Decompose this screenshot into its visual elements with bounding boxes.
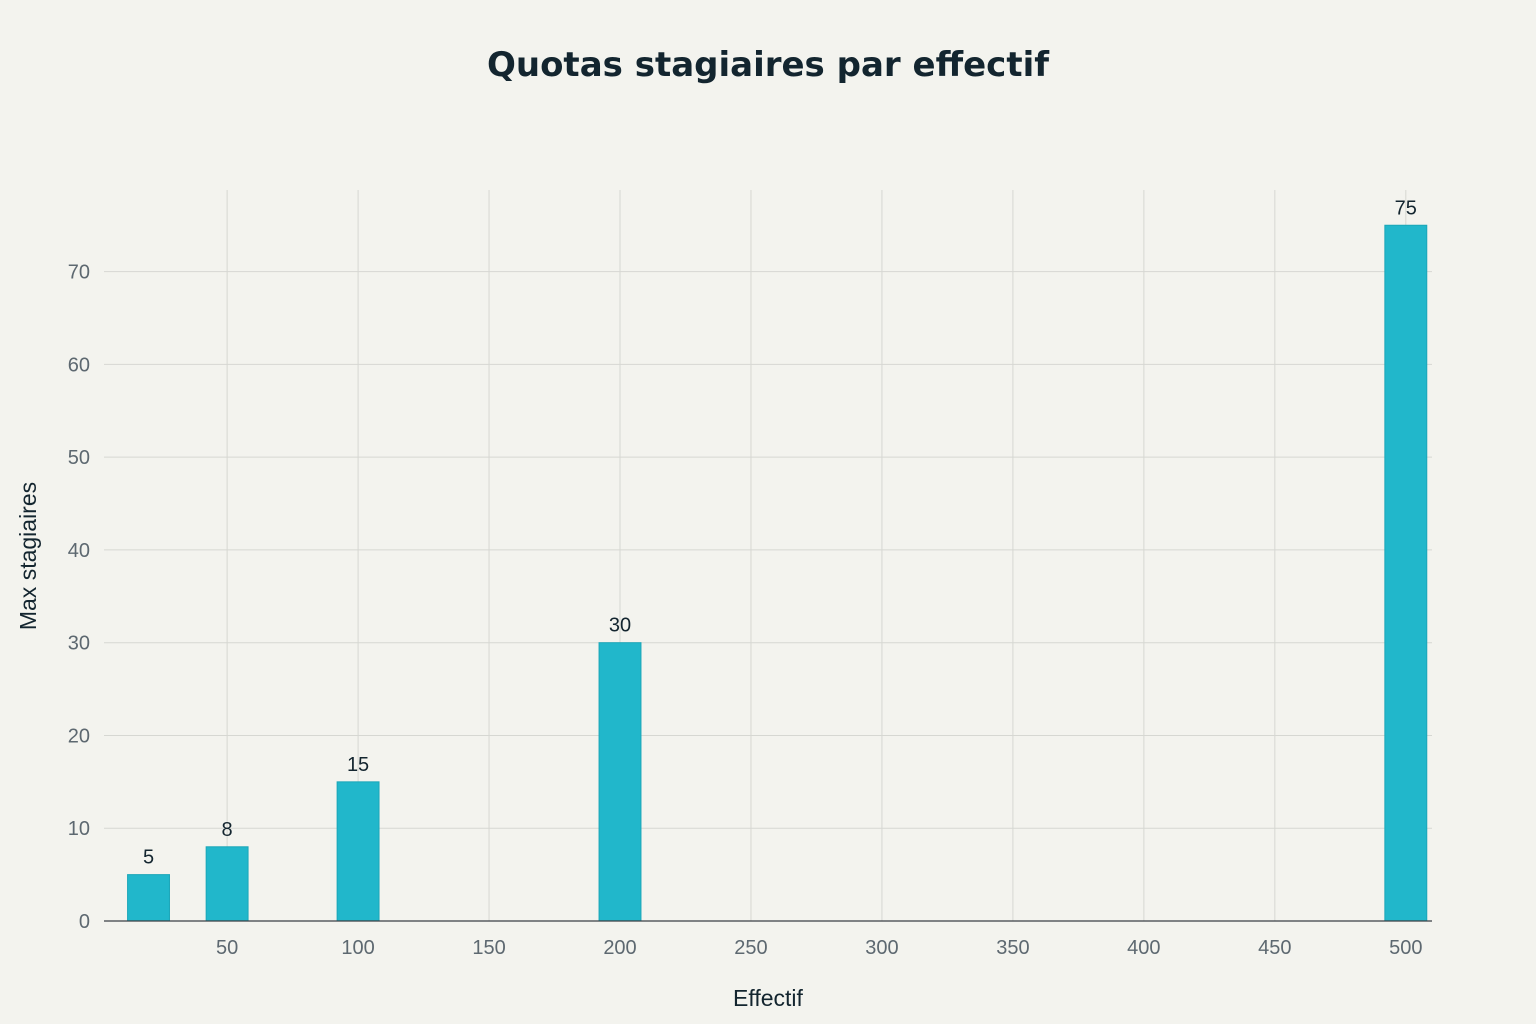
x-tick-label: 200 xyxy=(603,937,636,959)
x-tick-label: 500 xyxy=(1389,937,1422,959)
x-tick-label: 300 xyxy=(865,937,898,959)
y-tick-label: 10 xyxy=(68,818,90,840)
x-axis-label: Effectif xyxy=(733,985,803,1011)
bar-data-label: 15 xyxy=(347,754,369,776)
x-tick-label: 150 xyxy=(472,937,505,959)
y-tick-label: 30 xyxy=(68,633,90,655)
bar xyxy=(598,642,642,922)
chart-title: Quotas stagiaires par effectif xyxy=(487,45,1050,85)
bar-data-label: 8 xyxy=(222,819,233,841)
y-tick-label: 40 xyxy=(68,540,90,562)
y-tick-label: 70 xyxy=(68,262,90,284)
bar xyxy=(1384,224,1428,922)
bar-data-label: 75 xyxy=(1395,197,1417,219)
bar-data-label: 30 xyxy=(609,615,631,637)
x-tick-label: 350 xyxy=(996,937,1029,959)
y-tick-label: 20 xyxy=(68,725,90,747)
bar-layer xyxy=(127,224,1428,922)
y-tick-label: 0 xyxy=(79,911,90,933)
y-tick-label: 60 xyxy=(68,354,90,376)
label-layer: 50 100 150 200 250 300 350 400 450 500 0 10 20 30 40 50… xyxy=(68,197,1423,959)
x-tick-label: 50 xyxy=(216,937,238,959)
x-tick-label: 400 xyxy=(1127,937,1160,959)
bar xyxy=(127,874,170,922)
bar xyxy=(336,781,380,922)
x-tick-label: 250 xyxy=(734,937,767,959)
bar-data-label: 5 xyxy=(143,847,154,869)
x-tick-label: 450 xyxy=(1258,937,1291,959)
y-tick-label: 50 xyxy=(68,447,90,469)
x-tick-label: 100 xyxy=(341,937,374,959)
bar xyxy=(205,846,249,922)
y-axis-label: Max stagiaires xyxy=(15,482,41,630)
